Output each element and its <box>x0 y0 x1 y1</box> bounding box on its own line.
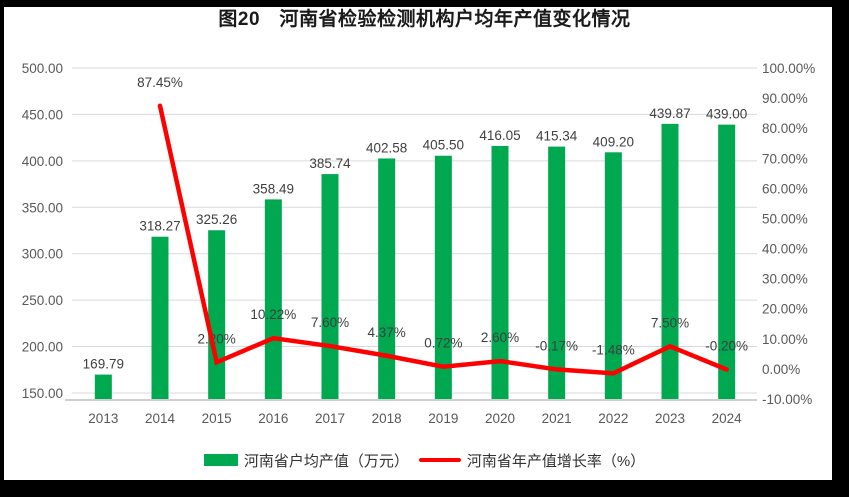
chart-legend: 河南省户均产值（万元） 河南省年产值增长率（%） <box>0 447 849 473</box>
line-value-label-2020: 2.60% <box>481 330 519 345</box>
bar-value-label-2014: 318.27 <box>139 219 180 234</box>
bar-2014 <box>151 236 169 399</box>
line-value-label-2014: 87.45% <box>137 75 183 90</box>
bar-series-legend-label: 河南省户均产值（万元） <box>243 452 409 470</box>
bar-value-label-2015: 325.26 <box>196 212 237 227</box>
bar-2022 <box>604 152 622 399</box>
x-axis-label-2022: 2022 <box>598 411 628 426</box>
bar-2015 <box>208 230 226 399</box>
bar-value-label-2023: 439.87 <box>649 106 690 121</box>
line-value-label-2022: -1.48% <box>592 342 635 357</box>
line-value-label-2023: 7.50% <box>651 315 689 330</box>
x-axis-label-2013: 2013 <box>88 411 118 426</box>
bar-value-label-2022: 409.20 <box>593 134 634 149</box>
left-axis-tick-label: 250.00 <box>22 293 63 308</box>
bar-2018 <box>378 158 396 399</box>
bar-value-label-2019: 405.50 <box>423 138 464 153</box>
left-axis-tick-label: 450.00 <box>22 107 63 122</box>
right-axis-tick-label: 40.00% <box>762 242 808 257</box>
left-axis-tick-label: 300.00 <box>22 247 63 262</box>
line-value-label-2019: 0.72% <box>424 336 462 351</box>
right-axis-tick-label: 70.00% <box>762 151 808 166</box>
x-axis-label-2018: 2018 <box>372 411 402 426</box>
left-axis-tick-label: 500.00 <box>22 61 63 76</box>
chart-title: 图20 河南省检验检测机构户均年产值变化情况 <box>218 9 631 30</box>
left-axis-tick-label: 400.00 <box>22 154 63 169</box>
right-axis-tick-label: 20.00% <box>762 302 808 317</box>
line-value-label-2024: -0.20% <box>705 339 748 354</box>
bar-2021 <box>548 146 566 399</box>
legend-item-line-series: 河南省年产值增长率（%） <box>418 450 646 471</box>
x-axis-label-2020: 2020 <box>485 411 515 426</box>
right-axis-tick-label: 10.00% <box>762 332 808 347</box>
legend-item-bar-series: 河南省户均产值（万元） <box>203 450 409 471</box>
x-axis-label-2016: 2016 <box>258 411 288 426</box>
right-axis-tick-label: 100.00% <box>762 61 815 76</box>
right-axis-tick-label: 80.00% <box>762 121 808 136</box>
bar-2019 <box>434 155 452 399</box>
line-value-label-2017: 7.60% <box>311 315 349 330</box>
line-value-label-2016: 10.22% <box>250 307 296 322</box>
bar-series-swatch-icon <box>203 454 238 466</box>
bar-2024 <box>718 124 736 399</box>
bar-2016 <box>264 199 282 399</box>
right-axis-tick-label: 50.00% <box>762 211 808 226</box>
bar-value-label-2024: 439.00 <box>706 107 747 122</box>
left-axis-tick-label: 200.00 <box>22 340 63 355</box>
line-value-label-2021: -0.17% <box>535 338 578 353</box>
bar-value-label-2021: 415.34 <box>536 129 578 144</box>
bar-2017 <box>321 174 339 399</box>
left-axis-tick-label: 350.00 <box>22 200 63 215</box>
chart-background <box>4 7 832 480</box>
right-axis-tick-label: 60.00% <box>762 181 808 196</box>
left-axis-tick-label: 150.00 <box>22 386 63 401</box>
x-axis-label-2014: 2014 <box>145 411 176 426</box>
right-axis-tick-label: -10.00% <box>762 392 812 407</box>
x-axis-label-2017: 2017 <box>315 411 345 426</box>
line-value-label-2015: 2.20% <box>198 331 236 346</box>
growth-rate-line <box>157 103 729 376</box>
line-series-swatch-icon <box>418 457 461 463</box>
right-axis-tick-label: 0.00% <box>762 362 800 377</box>
line-value-label-2018: 4.37% <box>368 325 406 340</box>
right-axis-tick-label: 30.00% <box>762 272 808 287</box>
bar-value-label-2016: 358.49 <box>253 181 294 196</box>
bar-value-label-2017: 385.74 <box>309 156 351 171</box>
x-axis-label-2015: 2015 <box>202 411 232 426</box>
bar-2020 <box>491 145 509 399</box>
right-axis-tick-label: 90.00% <box>762 91 808 106</box>
bar-value-label-2020: 416.05 <box>479 128 520 143</box>
x-axis-label-2023: 2023 <box>655 411 685 426</box>
bar-2013 <box>94 374 112 399</box>
bar-value-label-2018: 402.58 <box>366 140 407 155</box>
x-axis-label-2019: 2019 <box>428 411 458 426</box>
x-axis-label-2024: 2024 <box>712 411 743 426</box>
line-series-legend-label: 河南省年产值增长率（%） <box>466 452 646 470</box>
bar-2023 <box>661 123 679 399</box>
x-axis-label-2021: 2021 <box>542 411 572 426</box>
bar-value-label-2013: 169.79 <box>83 357 124 372</box>
